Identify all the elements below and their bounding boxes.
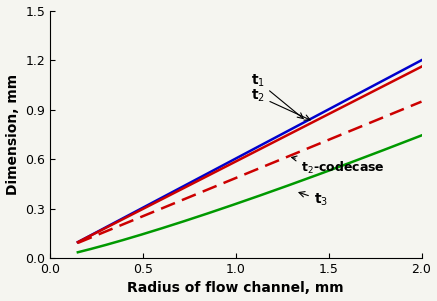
Text: t$_3$: t$_3$ <box>299 191 328 208</box>
X-axis label: Radius of flow channel, mm: Radius of flow channel, mm <box>128 281 344 296</box>
Text: t$_2$: t$_2$ <box>250 88 310 120</box>
Y-axis label: Dimension, mm: Dimension, mm <box>6 74 20 195</box>
Text: t$_2$-codecase: t$_2$-codecase <box>291 156 385 176</box>
Text: t$_1$: t$_1$ <box>250 73 303 119</box>
